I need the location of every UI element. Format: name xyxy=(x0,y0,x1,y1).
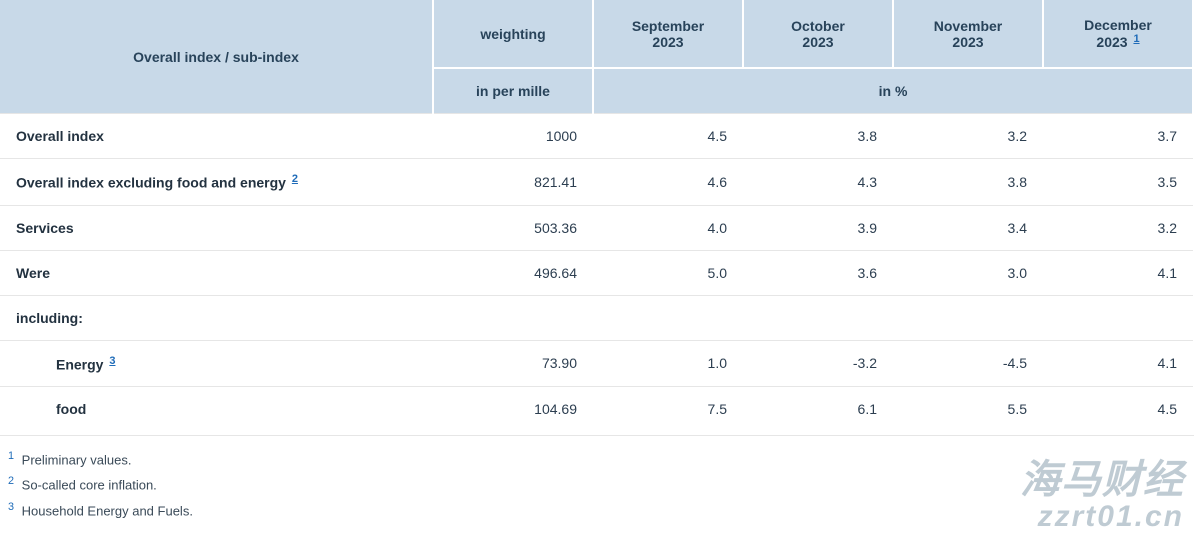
footnotes: 1 Preliminary values. 2 So-called core i… xyxy=(0,435,1194,537)
cell-value: 7.5 xyxy=(593,387,743,432)
month-header-2: November 2023 xyxy=(893,0,1043,68)
table-body: Overall index 1000 4.5 3.8 3.2 3.7 Overa… xyxy=(0,114,1193,432)
cell-value: 3.6 xyxy=(743,250,893,295)
cell-value: 4.5 xyxy=(593,114,743,159)
cell-value: 4.5 xyxy=(1043,387,1193,432)
table-row: Energy 3 73.90 1.0 -3.2 -4.5 4.1 xyxy=(0,340,1193,387)
cell-weighting: 73.90 xyxy=(433,340,593,387)
cell-value: 4.3 xyxy=(743,159,893,206)
row-label: Overall index xyxy=(0,114,433,159)
row-label-text: Energy xyxy=(56,356,103,372)
table-header: Overall index / sub-index weighting Sept… xyxy=(0,0,1193,114)
footnote-number: 3 xyxy=(8,501,14,513)
cell-value: 3.4 xyxy=(893,205,1043,250)
table-row-section: including: xyxy=(0,295,1193,340)
row-label: food xyxy=(0,387,433,432)
month-header-3: December 2023 1 xyxy=(1043,0,1193,68)
table-row: Were 496.64 5.0 3.6 3.0 4.1 xyxy=(0,250,1193,295)
cell-value: 3.0 xyxy=(893,250,1043,295)
row-footnote-link[interactable]: 3 xyxy=(109,355,115,367)
cell-empty xyxy=(1043,295,1193,340)
month-header-2-line1: November xyxy=(934,18,1002,34)
cell-value: 3.2 xyxy=(1043,205,1193,250)
cell-value: -4.5 xyxy=(893,340,1043,387)
month-header-0: September 2023 xyxy=(593,0,743,68)
row-footnote-link[interactable]: 2 xyxy=(292,173,298,185)
cell-empty xyxy=(893,295,1043,340)
cell-value: 3.8 xyxy=(743,114,893,159)
weighting-header: weighting xyxy=(433,0,593,68)
table-row: Services 503.36 4.0 3.9 3.4 3.2 xyxy=(0,205,1193,250)
cell-weighting: 496.64 xyxy=(433,250,593,295)
month-header-0-line2: 2023 xyxy=(652,34,683,50)
cell-empty xyxy=(433,295,593,340)
cell-value: 6.1 xyxy=(743,387,893,432)
footnote-text: Preliminary values. xyxy=(22,453,132,468)
cell-value: 3.2 xyxy=(893,114,1043,159)
row-label-text: Were xyxy=(16,265,50,281)
cell-weighting: 821.41 xyxy=(433,159,593,206)
cell-value: 5.0 xyxy=(593,250,743,295)
row-label-text: Overall index xyxy=(16,128,104,144)
row-label: Services xyxy=(0,205,433,250)
row-label: Overall index excluding food and energy … xyxy=(0,159,433,206)
cell-empty xyxy=(593,295,743,340)
row-label: including: xyxy=(0,295,433,340)
unit-months: in % xyxy=(593,68,1193,114)
row-label-header: Overall index / sub-index xyxy=(0,0,433,114)
cell-value: 1.0 xyxy=(593,340,743,387)
footnote-number: 2 xyxy=(8,475,14,487)
footnote-row: 3 Household Energy and Fuels. xyxy=(8,499,1186,522)
index-table: Overall index / sub-index weighting Sept… xyxy=(0,0,1194,431)
month-header-2-line2: 2023 xyxy=(952,34,983,50)
cell-value: 5.5 xyxy=(893,387,1043,432)
footnote-text: So-called core inflation. xyxy=(22,478,157,493)
cell-value: 4.0 xyxy=(593,205,743,250)
cell-value: 4.1 xyxy=(1043,340,1193,387)
month-header-1-line2: 2023 xyxy=(802,34,833,50)
month-header-1-line1: October xyxy=(791,18,845,34)
cell-weighting: 503.36 xyxy=(433,205,593,250)
month-header-1: October 2023 xyxy=(743,0,893,68)
cell-value: -3.2 xyxy=(743,340,893,387)
cell-weighting: 104.69 xyxy=(433,387,593,432)
row-label-text: including: xyxy=(16,310,83,326)
table-row: food 104.69 7.5 6.1 5.5 4.5 xyxy=(0,387,1193,432)
month-header-3-line1: December xyxy=(1084,17,1152,33)
cell-value: 3.9 xyxy=(743,205,893,250)
cell-value: 4.1 xyxy=(1043,250,1193,295)
footnote-text: Household Energy and Fuels. xyxy=(22,503,193,518)
cell-value: 3.7 xyxy=(1043,114,1193,159)
row-label-text: Overall index excluding food and energy xyxy=(16,175,286,191)
month-header-3-footnote-link[interactable]: 1 xyxy=(1133,33,1139,45)
footnote-row: 2 So-called core inflation. xyxy=(8,473,1186,496)
unit-weighting: in per mille xyxy=(433,68,593,114)
cell-value: 3.8 xyxy=(893,159,1043,206)
cell-value: 3.5 xyxy=(1043,159,1193,206)
footnote-number: 1 xyxy=(8,450,14,462)
table-row: Overall index 1000 4.5 3.8 3.2 3.7 xyxy=(0,114,1193,159)
row-label: Energy 3 xyxy=(0,340,433,387)
table-row: Overall index excluding food and energy … xyxy=(0,159,1193,206)
cell-value: 4.6 xyxy=(593,159,743,206)
row-label-text: Services xyxy=(16,220,74,236)
cell-empty xyxy=(743,295,893,340)
cell-weighting: 1000 xyxy=(433,114,593,159)
month-header-0-line1: September xyxy=(632,18,704,34)
row-label: Were xyxy=(0,250,433,295)
footnote-row: 1 Preliminary values. xyxy=(8,448,1186,471)
month-header-3-line2: 2023 xyxy=(1096,34,1127,50)
row-label-text: food xyxy=(56,401,86,417)
